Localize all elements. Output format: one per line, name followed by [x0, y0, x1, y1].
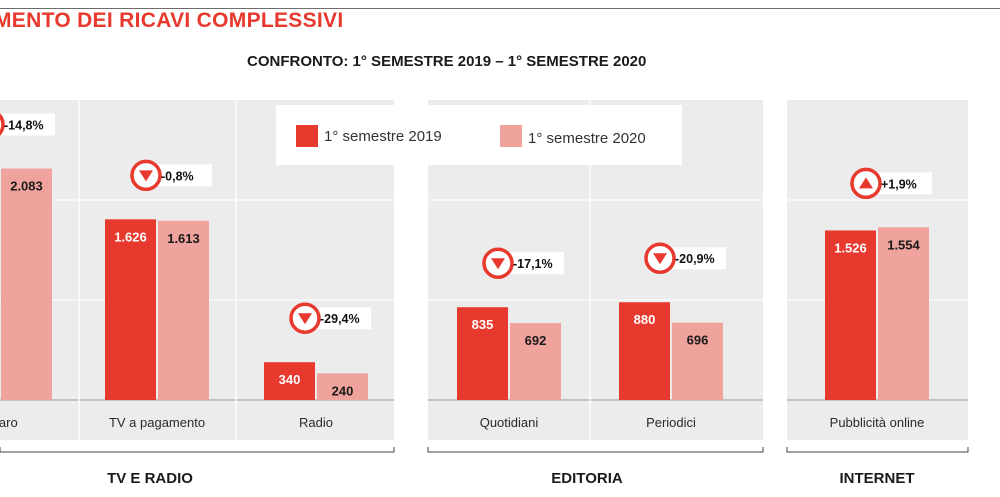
- bar-2019-2: [105, 219, 156, 400]
- category-label: Quotidiani: [480, 415, 539, 430]
- bar-label-2019: 1.526: [834, 240, 867, 255]
- legend-label-2020: 1° semestre 2020: [528, 130, 646, 147]
- variation-box: [508, 252, 564, 275]
- legend-swatch-2019: [296, 125, 318, 147]
- legend: [276, 105, 682, 165]
- bar-label-2020: 1.554: [887, 237, 920, 252]
- variation-label: -0,8%: [161, 169, 194, 183]
- bar-2019-6: [825, 230, 876, 400]
- group-bracket: [786, 447, 969, 453]
- bar-label-2020: 696: [687, 333, 709, 348]
- bar-label-2020: 1.613: [167, 231, 200, 246]
- triangle-down-icon: [653, 253, 667, 265]
- bar-2020-5: [672, 322, 723, 400]
- group-label: TV E RADIO: [107, 470, 193, 487]
- category-label: chiaro: [0, 415, 18, 430]
- triangle-down-icon: [139, 170, 153, 182]
- chart-subtitle: CONFRONTO: 1° SEMESTRE 2019 – 1° SEMESTR…: [247, 53, 647, 70]
- variation-label: -29,4%: [320, 312, 360, 326]
- triangle-up-icon: [859, 177, 873, 189]
- triangle-down-icon: [491, 258, 505, 270]
- bar-label-2019: 340: [279, 372, 301, 387]
- bar-label-2019: 880: [634, 312, 656, 327]
- triangle-down-icon: [298, 313, 312, 325]
- bar-2020-6: [878, 227, 929, 400]
- category-label: Periodici: [646, 415, 696, 430]
- group-label: EDITORIA: [551, 470, 623, 487]
- variation-box: [0, 113, 55, 136]
- group-bracket: [0, 447, 395, 453]
- bar-2020-4: [510, 323, 561, 400]
- variation-label: -17,1%: [513, 257, 553, 271]
- category-label: TV a pagamento: [109, 415, 205, 430]
- group-label: INTERNET: [840, 470, 915, 487]
- bar-label-2019: 835: [472, 317, 494, 332]
- variation-box: [315, 307, 371, 330]
- page-title: MENTO DEI RICAVI COMPLESSIVI: [0, 9, 344, 32]
- group-bracket: [427, 447, 764, 453]
- category-label: Radio: [299, 415, 333, 430]
- legend-label-2019: 1° semestre 2019: [324, 128, 442, 145]
- bar-2019-4: [457, 307, 508, 400]
- bar-2019-5: [619, 302, 670, 400]
- variation-label: -20,9%: [675, 252, 715, 266]
- bar-label-2020: 692: [525, 333, 547, 348]
- bar-label-2020: 2.083: [10, 179, 43, 194]
- variation-box: [156, 164, 212, 187]
- variation-box: [670, 247, 726, 270]
- category-label: Pubblicità online: [830, 415, 925, 430]
- bar-2020-2: [158, 220, 209, 400]
- bar-2019-3: [264, 362, 315, 400]
- legend-swatch-2020: [500, 125, 522, 147]
- variation-label: -14,8%: [4, 119, 44, 133]
- bar-2020-1: [1, 168, 52, 400]
- bar-label-2019: 1.626: [114, 229, 147, 244]
- bar-2020-3: [317, 373, 368, 400]
- bar-label-2020: 240: [332, 383, 354, 398]
- variation-box: [876, 172, 932, 195]
- variation-label: +1,9%: [881, 177, 917, 191]
- chart-panel-3: [787, 100, 968, 440]
- variation-marker: [0, 113, 5, 136]
- top-rule: [0, 8, 1000, 9]
